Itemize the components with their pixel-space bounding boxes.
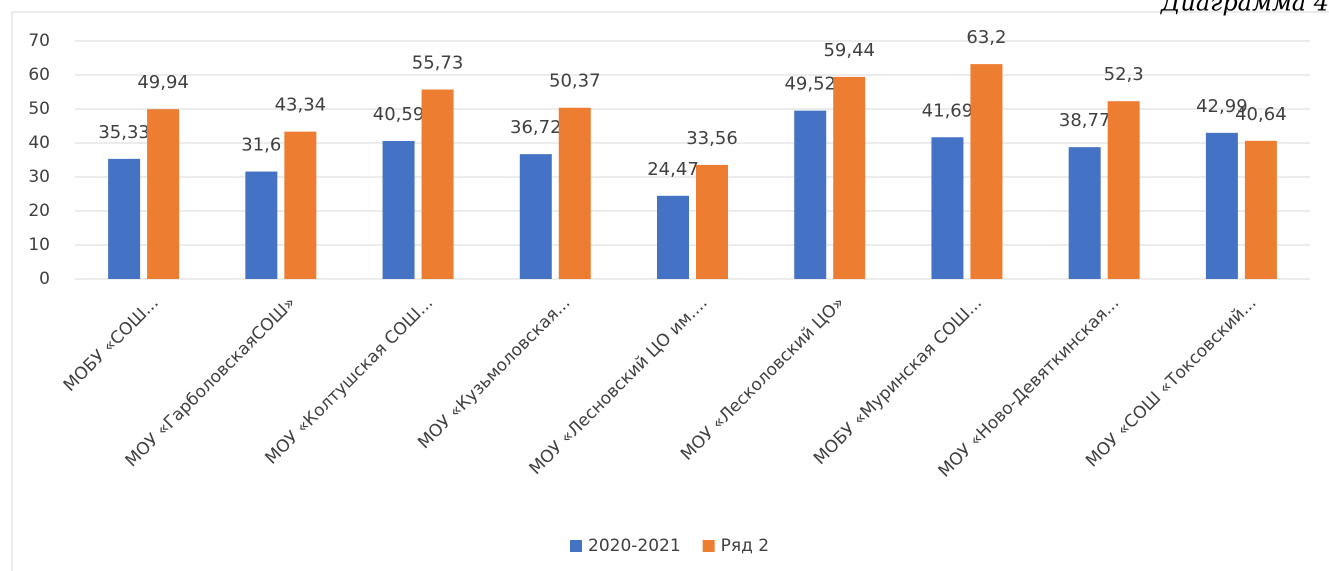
bar — [931, 137, 964, 279]
bar — [1244, 140, 1277, 279]
y-tick-label: 40 — [28, 133, 50, 153]
y-tick-label: 0 — [39, 269, 50, 289]
legend-label: 2020-2021 — [588, 536, 681, 556]
bar — [519, 154, 552, 279]
bar — [1068, 147, 1101, 279]
data-label: 40,64 — [1235, 104, 1287, 125]
bar — [1107, 101, 1140, 280]
bar — [147, 109, 180, 279]
data-label: 49,52 — [784, 74, 836, 95]
data-label: 50,37 — [549, 71, 601, 92]
data-label: 40,59 — [373, 104, 425, 125]
bar — [421, 89, 454, 279]
data-label: 63,2 — [966, 27, 1006, 48]
data-label: 42,99 — [1196, 96, 1248, 117]
y-tick-label: 30 — [28, 167, 50, 187]
data-label: 41,69 — [922, 100, 974, 121]
data-label: 55,73 — [412, 53, 464, 74]
bar — [794, 110, 827, 280]
legend-label: Ряд 2 — [721, 536, 769, 556]
data-label: 33,56 — [686, 128, 738, 149]
y-tick-label: 20 — [28, 201, 50, 221]
data-label: 38,77 — [1059, 110, 1111, 131]
data-label: 52,3 — [1104, 64, 1144, 85]
annotation: Диаграмма 4 — [1160, 0, 1329, 17]
chart-frame — [11, 11, 1329, 571]
bar — [657, 195, 689, 279]
y-tick-label: 60 — [28, 65, 50, 85]
bar — [382, 140, 415, 279]
x-tick-label: МОУ «Лесколовский ЦО» — [677, 293, 849, 465]
y-tick-label: 70 — [28, 31, 50, 51]
x-tick-label: МОУ «Колтушская СОШ... — [261, 293, 437, 469]
bar — [970, 64, 1003, 280]
y-tick-label: 50 — [28, 99, 50, 119]
y-tick-label: 10 — [28, 235, 50, 255]
data-label: 36,72 — [510, 117, 562, 138]
bar — [1205, 132, 1238, 279]
bar — [833, 76, 866, 280]
bar — [108, 158, 141, 279]
bar — [284, 131, 317, 279]
legend-swatch — [702, 540, 715, 552]
data-label: 35,33 — [98, 122, 150, 143]
bar — [245, 171, 278, 279]
data-label: 31,6 — [241, 135, 281, 156]
x-tick-label: МОУ «Кузьмоловская... — [414, 293, 574, 453]
x-tick-label: МОБУ «СОШ... — [60, 293, 163, 396]
bar — [558, 107, 591, 279]
data-label: 24,47 — [647, 159, 699, 180]
legend-swatch — [570, 540, 582, 552]
data-label: 59,44 — [823, 40, 875, 61]
data-label: 43,34 — [275, 95, 327, 116]
bar — [696, 164, 728, 279]
data-label: 49,94 — [137, 72, 189, 93]
